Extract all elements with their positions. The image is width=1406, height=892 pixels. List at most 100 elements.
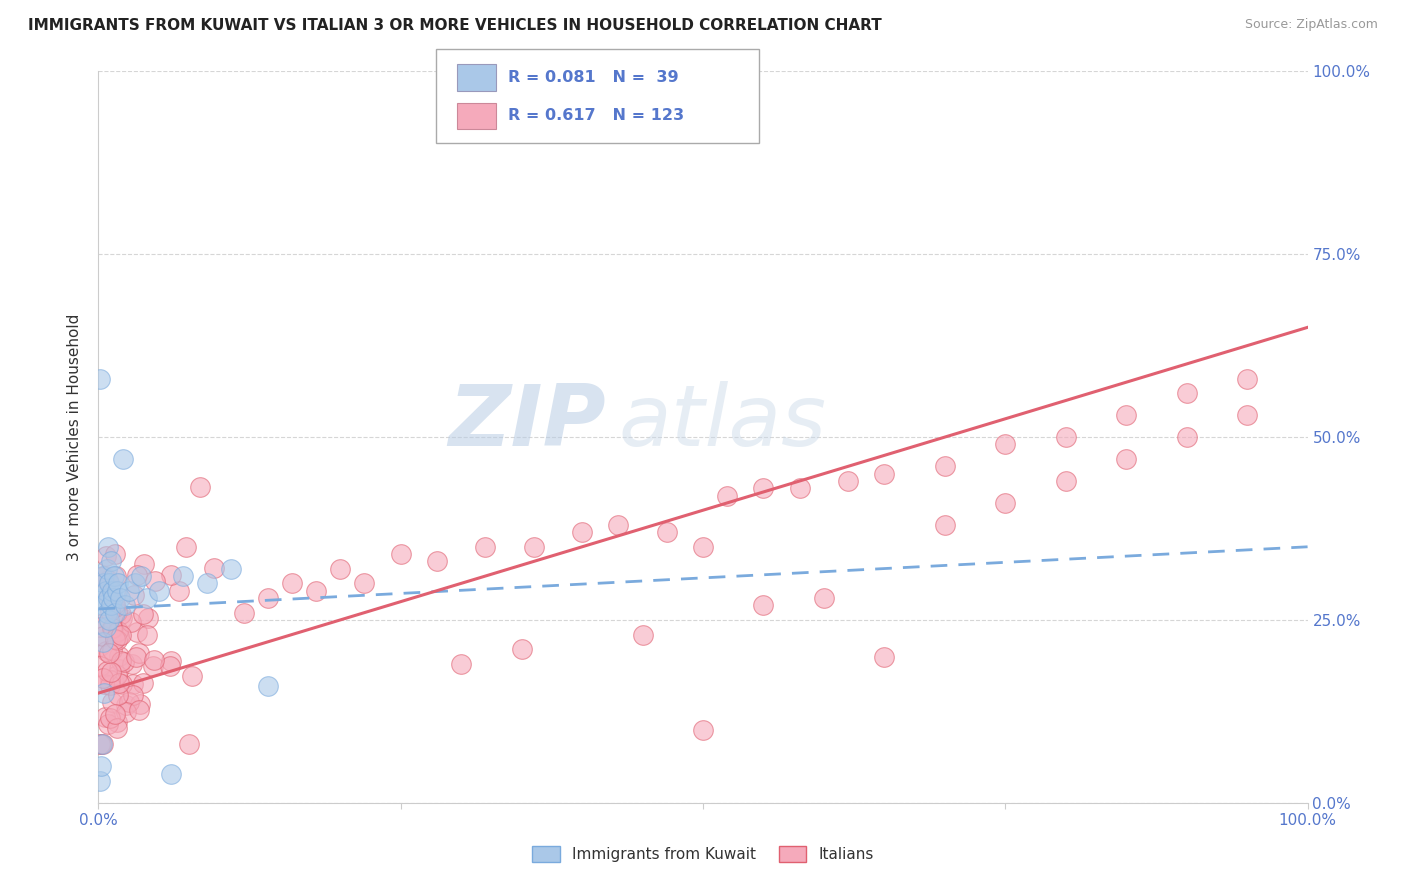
Italians (107, 675, 129, 690)
Immigrants from Kuwait (148, 583, 170, 598)
Italians (169, 584, 191, 599)
Text: IMMIGRANTS FROM KUWAIT VS ITALIAN 3 OR MORE VEHICLES IN HOUSEHOLD CORRELATION CH: IMMIGRANTS FROM KUWAIT VS ITALIAN 3 OR M… (28, 18, 882, 33)
Italians (91, 671, 114, 685)
Italians (305, 583, 328, 598)
Immigrants from Kuwait (93, 686, 115, 700)
Italians (125, 568, 148, 582)
Italians (101, 673, 124, 688)
Italians (107, 624, 129, 639)
Italians (105, 721, 128, 735)
Italians (105, 714, 128, 729)
Italians (752, 599, 775, 613)
Italians (1236, 408, 1258, 422)
Italians (631, 627, 654, 641)
Immigrants from Kuwait (100, 583, 122, 598)
Italians (96, 644, 118, 658)
Italians (1115, 408, 1137, 422)
Italians (353, 576, 375, 591)
Immigrants from Kuwait (101, 591, 124, 605)
Italians (101, 621, 124, 635)
Italians (104, 706, 127, 721)
Italians (125, 650, 148, 665)
Italians (510, 642, 533, 657)
Italians (124, 588, 146, 602)
Italians (873, 467, 896, 481)
Italians (159, 659, 181, 673)
Text: ZIP: ZIP (449, 381, 606, 464)
Italians (115, 698, 138, 712)
Italians (571, 525, 593, 540)
Italians (110, 627, 132, 641)
Immigrants from Kuwait (124, 576, 146, 591)
Italians (108, 649, 131, 664)
Italians (98, 673, 121, 688)
Italians (98, 711, 121, 725)
Italians (1115, 452, 1137, 467)
Italians (136, 611, 159, 625)
Immigrants from Kuwait (108, 591, 131, 605)
Immigrants from Kuwait (94, 620, 117, 634)
Immigrants from Kuwait (90, 591, 112, 605)
Italians (108, 662, 131, 676)
Italians (934, 459, 956, 474)
Immigrants from Kuwait (91, 599, 114, 613)
Immigrants from Kuwait (195, 576, 218, 591)
Italians (91, 737, 114, 751)
Italians (474, 540, 496, 554)
Italians (108, 629, 131, 643)
Immigrants from Kuwait (89, 371, 111, 385)
Italians (127, 624, 149, 639)
Italians (94, 549, 117, 564)
Italians (104, 597, 127, 611)
Italians (90, 737, 112, 751)
Immigrants from Kuwait (91, 635, 114, 649)
Immigrants from Kuwait (172, 569, 194, 583)
Italians (813, 591, 835, 605)
Italians (426, 554, 449, 568)
Italians (202, 561, 225, 575)
Italians (716, 489, 738, 503)
Italians (1236, 371, 1258, 385)
Italians (174, 540, 197, 554)
Italians (114, 706, 136, 720)
Italians (104, 632, 127, 647)
Italians (100, 621, 122, 635)
Italians (96, 664, 118, 678)
Italians (105, 605, 128, 619)
Italians (523, 540, 546, 554)
Italians (122, 688, 145, 702)
Italians (145, 574, 167, 589)
Immigrants from Kuwait (97, 540, 120, 554)
Immigrants from Kuwait (91, 737, 114, 751)
Italians (128, 703, 150, 717)
Immigrants from Kuwait (89, 773, 111, 788)
Italians (181, 669, 204, 683)
Italians (934, 517, 956, 532)
Immigrants from Kuwait (111, 452, 134, 467)
Italians (103, 600, 125, 615)
Italians (111, 676, 134, 690)
Immigrants from Kuwait (256, 679, 278, 693)
Italians (101, 696, 124, 710)
Italians (100, 665, 122, 679)
Italians (232, 606, 254, 620)
Italians (692, 540, 714, 554)
Italians (994, 496, 1017, 510)
Immigrants from Kuwait (129, 569, 152, 583)
Immigrants from Kuwait (100, 599, 122, 613)
Immigrants from Kuwait (103, 569, 125, 583)
Italians (91, 629, 114, 643)
Italians (94, 709, 117, 723)
Text: R = 0.617   N = 123: R = 0.617 N = 123 (508, 109, 683, 123)
Italians (120, 615, 142, 629)
Italians (111, 611, 134, 625)
Immigrants from Kuwait (100, 554, 122, 568)
Italians (692, 723, 714, 737)
Italians (110, 607, 132, 621)
Italians (450, 657, 472, 671)
Italians (329, 562, 352, 576)
Italians (607, 517, 630, 532)
Italians (121, 657, 143, 672)
Italians (93, 568, 115, 582)
Immigrants from Kuwait (91, 569, 114, 583)
